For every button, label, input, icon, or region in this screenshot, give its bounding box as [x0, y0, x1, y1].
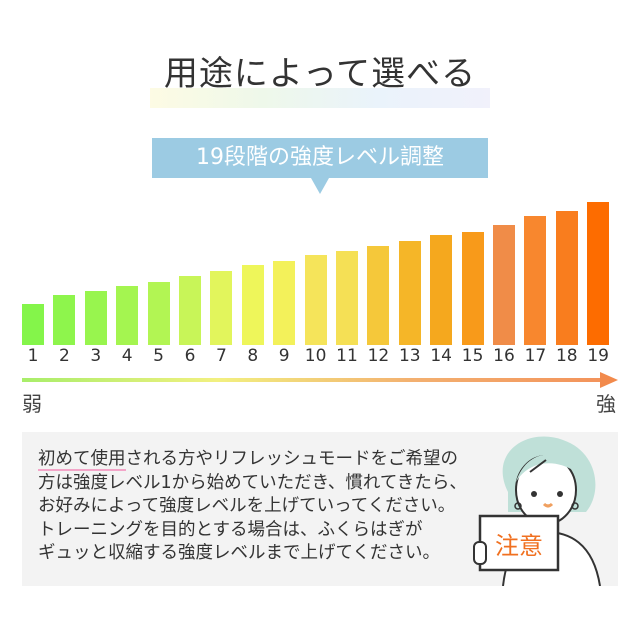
level-bar-2: [53, 294, 76, 345]
arrow-head-icon: [600, 372, 618, 388]
level-bar-8: [241, 264, 264, 345]
level-label: 6: [184, 346, 196, 366]
level-label: 2: [58, 346, 70, 366]
intensity-arrow: [22, 378, 608, 382]
title-highlight: [150, 88, 490, 108]
level-label: 7: [215, 346, 227, 366]
level-label: 5: [153, 346, 164, 366]
note-line: トレーニングを目的とする場合は、ふくらはぎが: [38, 519, 423, 540]
note-line: 方は強度レベル1から始めていただき、慣れてきたら、: [38, 472, 467, 493]
level-bar-12: [367, 246, 390, 345]
level-bar-9: [273, 260, 296, 345]
level-bar-16: [493, 224, 515, 345]
level-bar-11: [336, 250, 358, 345]
level-label: 3: [90, 346, 102, 366]
note-line: お好みによって強度レベルを上げていってください。: [38, 496, 456, 516]
level-label: 14: [430, 346, 452, 366]
level-label: 9: [278, 346, 290, 366]
level-label: 1: [27, 346, 39, 366]
level-bar-6: [179, 276, 201, 345]
level-bar-10: [304, 254, 327, 345]
note-line: される方やリフレッシュモードをご希望の: [125, 449, 459, 469]
level-label: 16: [493, 346, 515, 366]
weak-label: 弱: [22, 392, 42, 416]
note-text: 初めて使用される方やリフレッシュモードをご希望の 方は強度レベル1から始めていた…: [38, 448, 467, 566]
note-underlined: 初めて使用: [38, 449, 126, 471]
level-bar-14: [430, 234, 453, 345]
level-bar-7: [210, 270, 233, 345]
banner: 19段階の強度レベル調整: [152, 138, 488, 178]
level-label: 4: [121, 346, 133, 366]
level-bar-5: [147, 282, 170, 345]
level-label: 11: [336, 346, 358, 366]
page-title: 用途によって選べる: [163, 54, 477, 94]
level-bar-17: [524, 216, 547, 345]
level-label: 17: [524, 346, 547, 366]
level-bar-1: [22, 303, 44, 345]
strong-label: 強: [596, 392, 616, 416]
level-label: 18: [555, 346, 578, 366]
level-bar-4: [116, 286, 139, 345]
level-bar-18: [555, 210, 578, 345]
level-label: 8: [247, 346, 259, 366]
woman-illustration: 注意: [473, 436, 601, 586]
note-line: ギュッと収縮する強度レベルまで上げてください。: [38, 543, 440, 563]
level-label: 13: [398, 346, 421, 366]
level-label: 15: [461, 346, 484, 366]
level-bar-15: [461, 232, 484, 345]
level-label: 12: [367, 346, 390, 366]
level-bar-3: [84, 290, 107, 345]
level-label: 19: [587, 346, 609, 366]
caution-sign: 注意: [495, 532, 543, 560]
level-bar-19: [587, 202, 610, 345]
level-label: 10: [304, 346, 327, 366]
banner-pointer: [311, 178, 329, 194]
level-bar-13: [398, 240, 421, 345]
